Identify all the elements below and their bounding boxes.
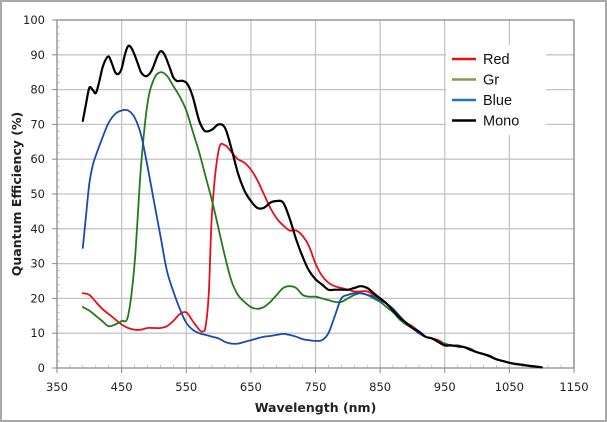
series-line-mono [81, 44, 543, 369]
y-tick-label: 50 [30, 187, 45, 201]
y-tick-label: 90 [30, 48, 45, 62]
legend-label-gr: Gr [483, 73, 499, 89]
x-tick-label: 350 [46, 380, 68, 394]
y-tick-labels: 0 10 20 30 40 50 60 70 80 90 100 [23, 13, 45, 375]
x-axis-title: Wavelength (nm) [255, 400, 377, 415]
y-tick-label: 0 [38, 361, 45, 375]
y-tick-label: 80 [30, 83, 45, 97]
legend: Red Gr Blue Mono [446, 45, 546, 135]
x-tick-label: 950 [434, 380, 456, 394]
y-tick-label: 40 [30, 222, 45, 236]
x-tick-label: 850 [369, 380, 391, 394]
axes [52, 19, 575, 373]
y-tick-label: 10 [30, 326, 45, 340]
x-tick-label: 650 [240, 380, 262, 394]
x-tick-label: 750 [305, 380, 327, 394]
y-tick-label: 100 [23, 13, 45, 27]
y-tick-label: 30 [30, 257, 45, 271]
x-tick-label: 1050 [495, 380, 524, 394]
x-tick-label: 1150 [559, 380, 588, 394]
y-tick-label: 70 [30, 117, 45, 131]
series-lines [81, 44, 543, 369]
x-tick-label: 450 [111, 380, 133, 394]
y-tick-label: 60 [30, 152, 45, 166]
x-tick-label: 550 [175, 380, 197, 394]
legend-label-blue: Blue [483, 93, 512, 109]
legend-label-red: Red [483, 52, 510, 68]
legend-label-mono: Mono [483, 114, 519, 130]
x-tick-labels: 350 450 550 650 750 850 950 1050 1150 [46, 380, 589, 394]
y-axis-title: Quantum Efficiency (%) [9, 112, 24, 277]
y-tick-label: 20 [30, 291, 45, 305]
